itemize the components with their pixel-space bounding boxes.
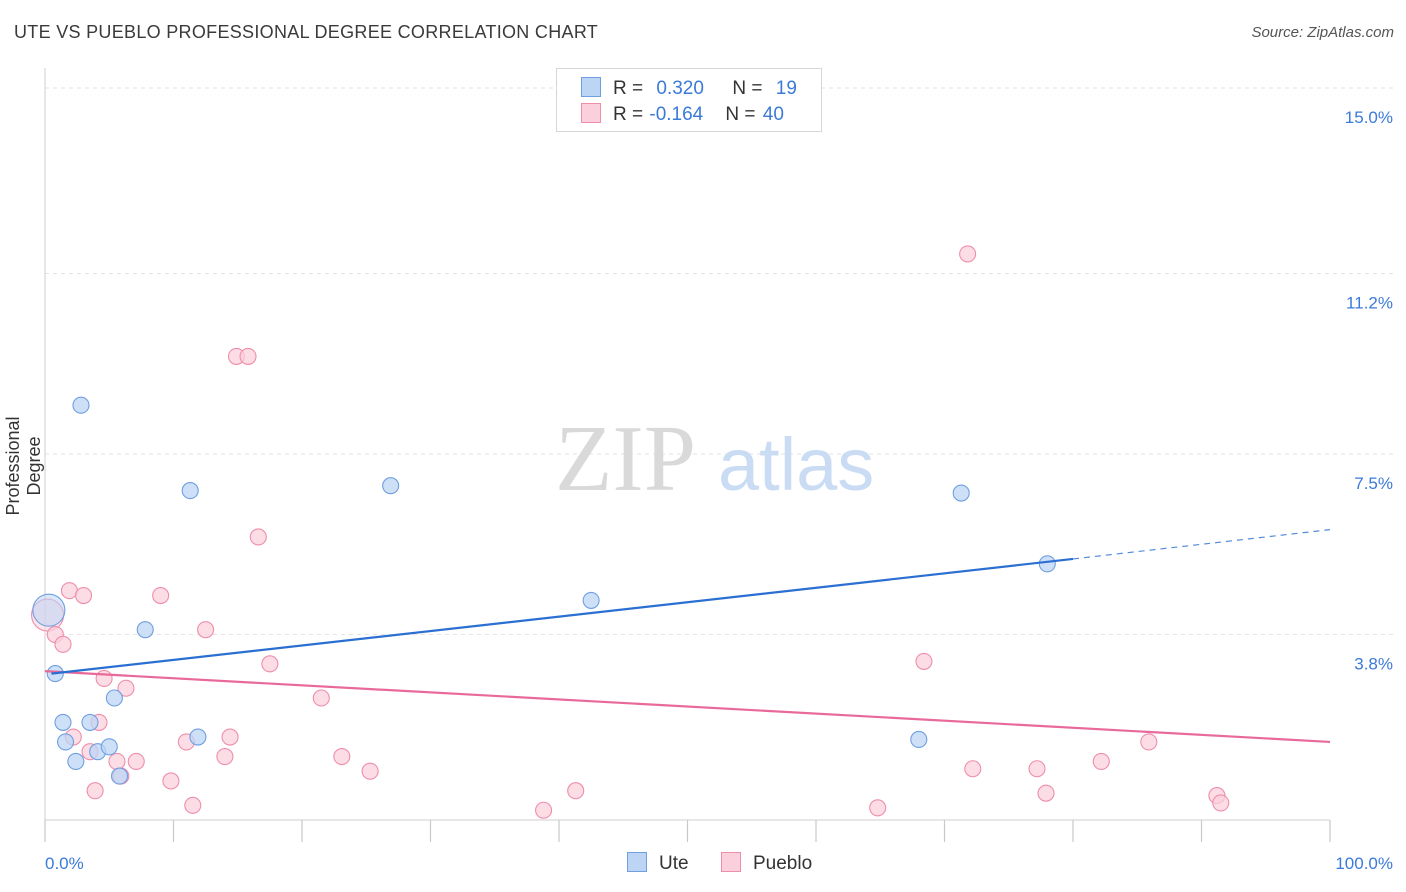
ute-point (67, 752, 85, 770)
bottom-pueblo-label: Pueblo (753, 853, 813, 874)
pueblo-n-value: 40 (762, 104, 784, 125)
pueblo-point (261, 655, 279, 673)
x-tick-label-max: 100.0% (1335, 854, 1393, 873)
pueblo-n-label: N = (725, 104, 761, 125)
pueblo-point (60, 582, 78, 600)
ute-point (582, 591, 600, 609)
pueblo-point (964, 760, 982, 778)
pueblo-point (162, 772, 180, 790)
ute-point (100, 738, 118, 756)
pueblo-point (54, 635, 72, 653)
pueblo-point (117, 679, 135, 697)
pueblo-point (216, 748, 234, 766)
pueblo-point (75, 586, 93, 605)
pueblo-point (567, 782, 585, 800)
pueblo-trend-line (44, 670, 1331, 744)
pueblo-point (221, 728, 239, 746)
pueblo-point (197, 621, 215, 639)
pueblo-point (108, 752, 126, 770)
pueblo-point (361, 762, 379, 780)
chart-title: UTE VS PUEBLO PROFESSIONAL DEGREE CORREL… (14, 22, 599, 42)
ute-trend-line (51, 557, 1074, 675)
pueblo-point (95, 669, 113, 688)
watermark-atlas: atlas (718, 423, 874, 506)
pueblo-point (1212, 794, 1230, 812)
pueblo-point (184, 796, 202, 814)
ute-point (181, 482, 199, 500)
ute-point (136, 621, 154, 639)
bottom-legend-ute: Ute (627, 852, 689, 875)
y-tick-label: 3.8% (1354, 655, 1393, 674)
pueblo-point (239, 347, 257, 365)
y-tick-label: 15.0% (1345, 108, 1393, 127)
pueblo-point (959, 245, 977, 263)
ute-point (189, 728, 207, 746)
pueblo-point (249, 528, 267, 546)
ute-point (110, 767, 129, 785)
bottom-ute-label: Ute (659, 853, 689, 874)
watermark-zip: ZIP (555, 407, 696, 511)
ute-point (105, 689, 123, 707)
ute-trend-extension (1072, 529, 1331, 560)
pueblo-r-value: -0.164 (649, 104, 704, 125)
ute-r-label: R = (613, 78, 649, 99)
trend-lines (44, 529, 1331, 744)
pueblo-point (1092, 752, 1110, 770)
pueblo-point (152, 586, 170, 605)
pueblo-swatch (581, 103, 601, 123)
ute-point (952, 484, 970, 502)
pueblo-point (127, 752, 145, 770)
pueblo-point (915, 652, 933, 670)
y-tick-label: 7.5% (1354, 474, 1393, 493)
ute-point (72, 396, 90, 414)
pueblo-point (1037, 784, 1055, 802)
pueblo-point (333, 748, 351, 766)
x-tick-label-min: 0.0% (45, 854, 84, 873)
pueblo-point (1140, 733, 1158, 751)
y-tick-label: 11.2% (1346, 293, 1393, 312)
pueblo-point (869, 799, 887, 817)
axes (44, 68, 1331, 842)
pueblo-r-label: R = (613, 104, 649, 125)
pueblo-point (535, 801, 553, 819)
ute-point (910, 730, 928, 749)
ute-point (382, 477, 400, 495)
ute-point (1038, 555, 1056, 573)
bottom-pueblo-swatch (721, 852, 741, 872)
tick-labels: 3.8% 7.5% 11.2% 15.0% 0.0% 100.0% (45, 108, 1393, 873)
ute-n-label: N = (732, 78, 768, 99)
legend-row-pueblo: R = -0.164 N = 40 (581, 103, 784, 125)
y-axis-label: Professional Degree (3, 416, 44, 516)
ute-swatch (581, 77, 601, 97)
ute-point (57, 733, 75, 751)
pueblo-point (86, 782, 104, 800)
ute-points (32, 396, 1056, 785)
bottom-legend-pueblo: Pueblo (721, 852, 812, 875)
pueblo-point (1028, 760, 1046, 778)
correlation-legend: R = 0.320 N = 19 R = -0.164 N = 40 (556, 68, 822, 132)
bottom-ute-swatch (627, 852, 647, 872)
pueblo-points (31, 245, 1230, 819)
ute-point (32, 593, 66, 627)
ute-point (54, 713, 72, 731)
ute-point (81, 713, 99, 731)
ute-n-value: 19 (775, 78, 797, 99)
pueblo-point (312, 689, 330, 707)
legend-row-ute: R = 0.320 N = 19 (581, 77, 797, 99)
source-label: Source: ZipAtlas.com (1251, 24, 1394, 41)
ute-r-value: 0.320 (656, 78, 704, 99)
